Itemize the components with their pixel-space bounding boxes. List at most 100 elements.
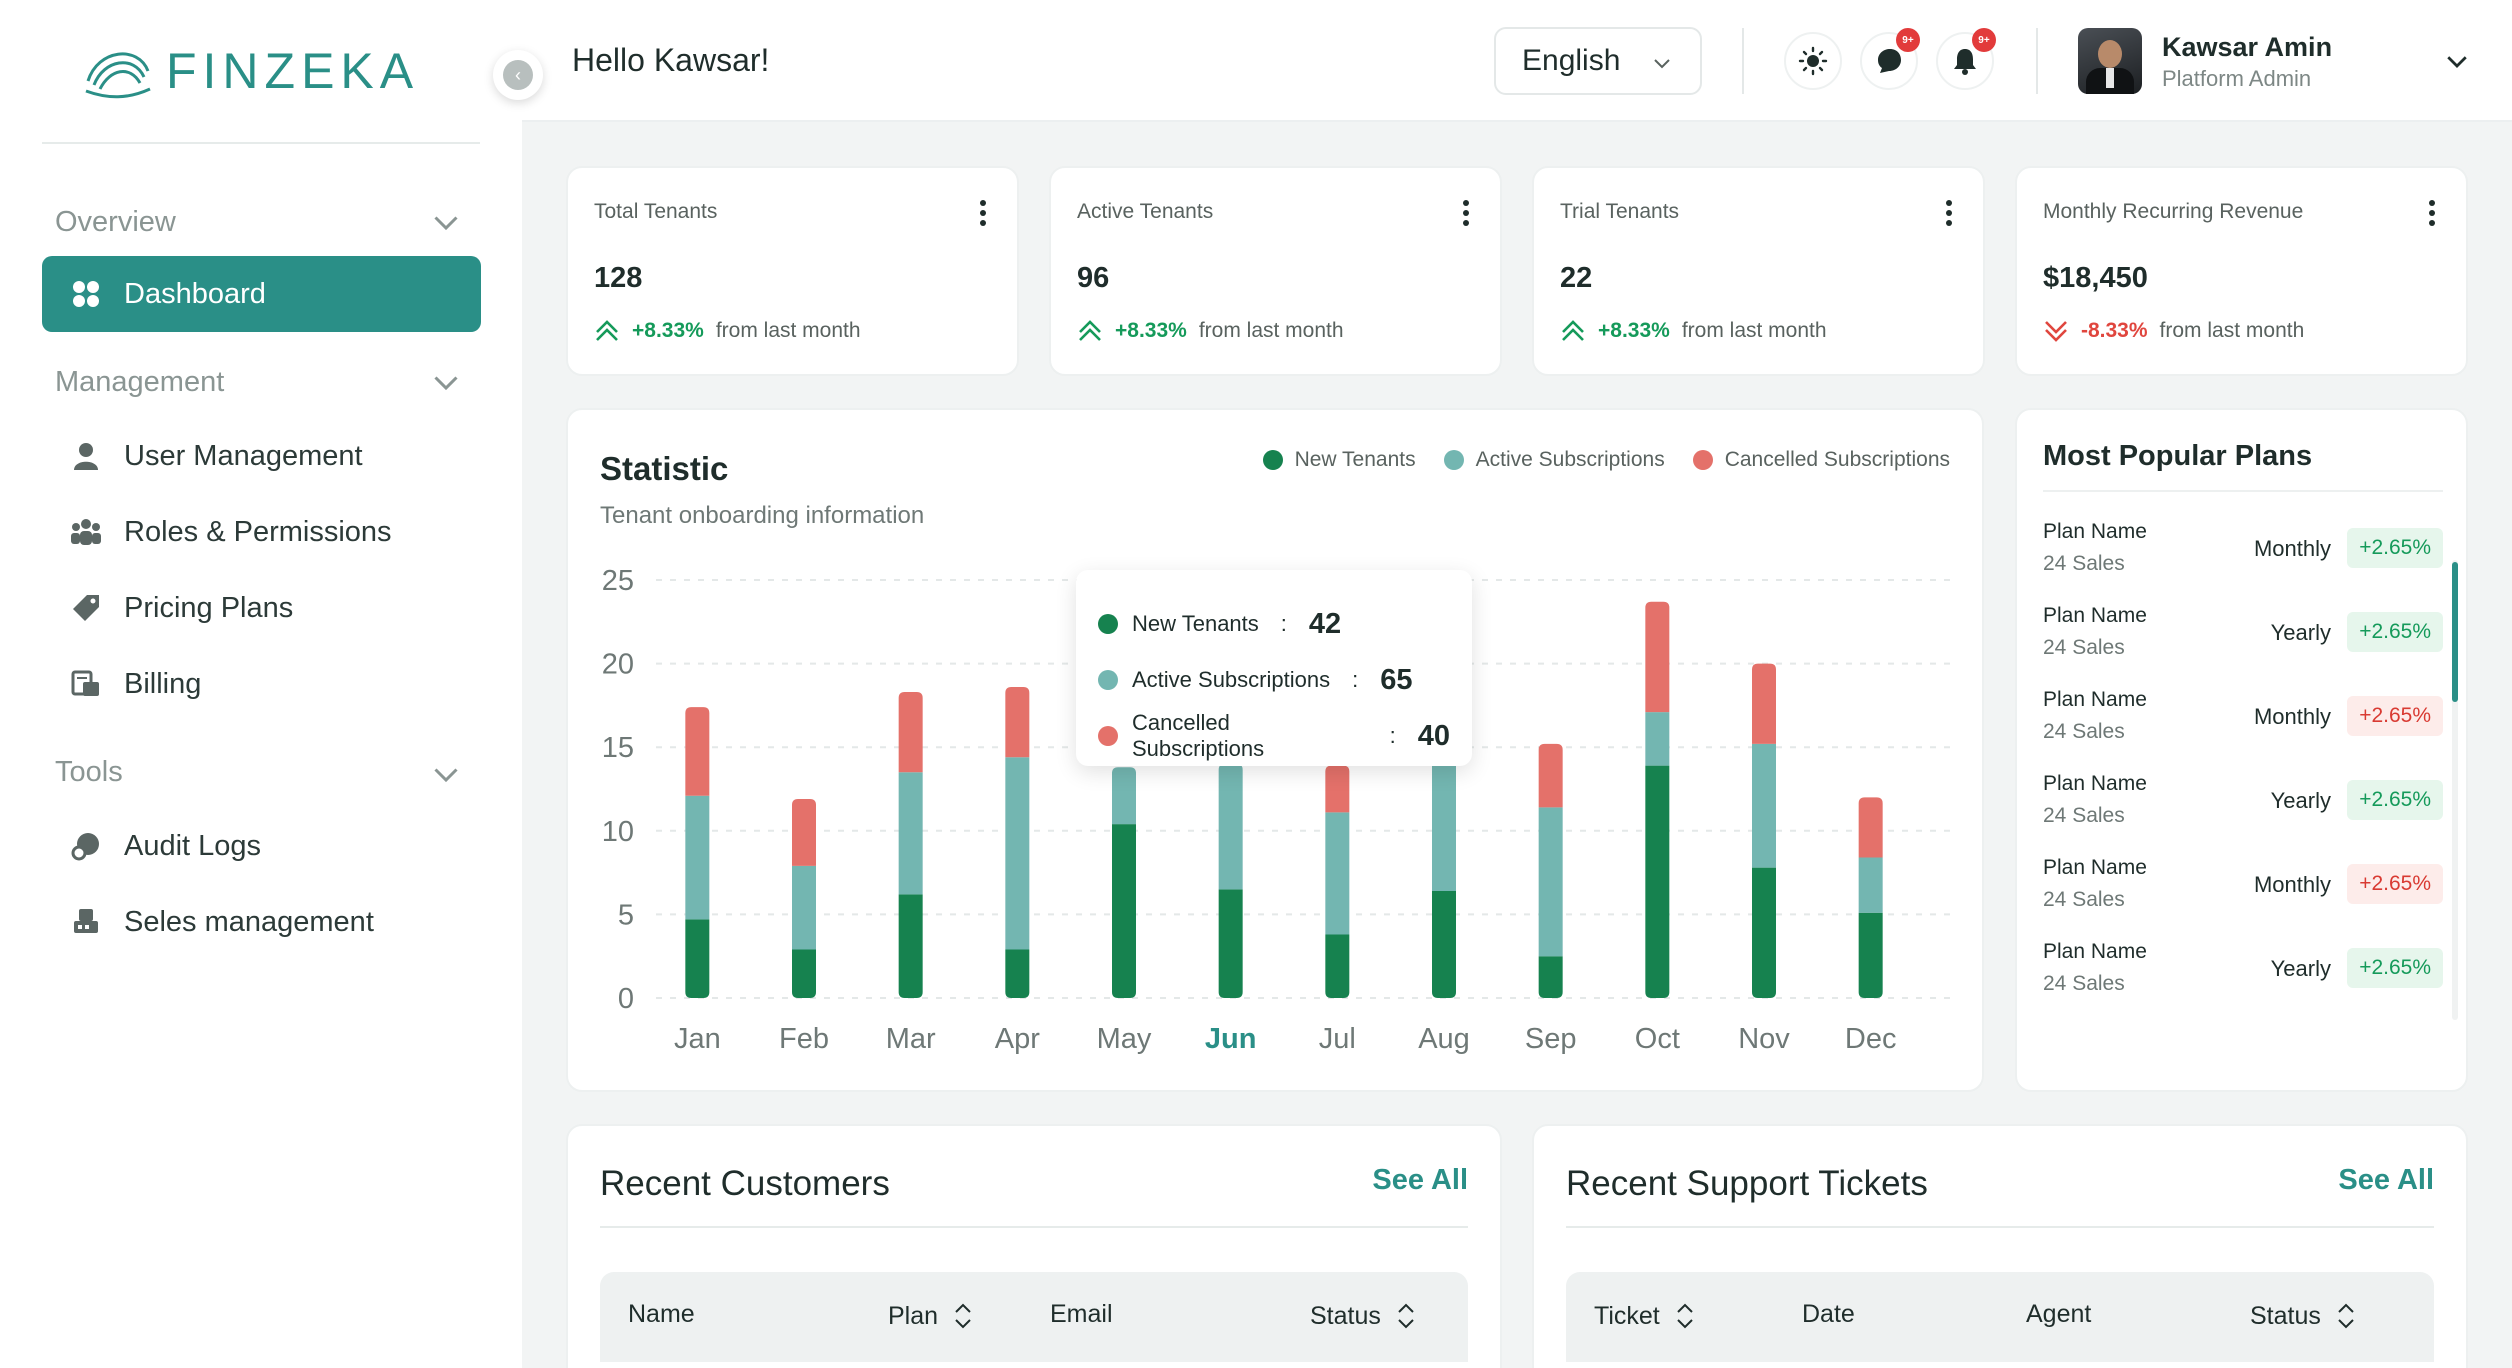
bar-segment[interactable] [1112, 767, 1136, 825]
bar-segment[interactable] [792, 949, 816, 998]
plan-row[interactable]: Plan Name 24 Sales Yearly +2.65% [2043, 772, 2443, 842]
section-divider [1566, 1226, 2434, 1228]
column-label: Agent [2026, 1300, 2092, 1328]
kpi-change-suffix: from last month [2159, 319, 2305, 342]
bar-segment[interactable] [1752, 663, 1776, 744]
legend-item[interactable]: Active Subscriptions [1443, 448, 1665, 472]
header-divider [1742, 28, 1744, 94]
see-all-customers-link[interactable]: See All [1372, 1164, 1468, 1196]
legend-swatch [1443, 450, 1464, 470]
bar-segment[interactable] [1218, 889, 1243, 998]
plan-row[interactable]: Plan Name 24 Sales Yearly +2.65% [2043, 604, 2443, 674]
scrollbar-thumb[interactable] [2452, 562, 2458, 702]
sidebar-item-user-management[interactable]: User Management [42, 418, 481, 494]
sidebar-item-pricing-plans[interactable]: Pricing Plans [42, 570, 481, 646]
plan-row[interactable]: Plan Name 24 Sales Monthly +2.65% [2043, 856, 2443, 926]
theme-toggle-button[interactable] [1784, 32, 1842, 90]
scrollbar-track[interactable] [2452, 560, 2458, 1020]
legend-item[interactable]: Cancelled Subscriptions [1692, 448, 1950, 472]
bar-segment[interactable] [1218, 763, 1243, 890]
bar-segment[interactable] [792, 799, 816, 866]
sidebar-item-sales-management[interactable]: Seles management [42, 884, 481, 960]
bar-segment[interactable] [1645, 601, 1670, 713]
plan-row[interactable]: Plan Name 24 Sales Yearly +2.65% [2043, 940, 2443, 1010]
bar-segment[interactable] [1858, 912, 1883, 998]
bar-segment[interactable] [685, 707, 710, 796]
bar-segment[interactable] [898, 692, 923, 773]
bar-segment[interactable] [1005, 687, 1030, 758]
bar-segment[interactable] [1005, 757, 1030, 950]
bar-segment[interactable] [898, 772, 923, 895]
notifications-button[interactable]: 9+ [1936, 28, 1996, 90]
bar-segment[interactable] [1325, 765, 1350, 813]
chevron-down-icon[interactable] [428, 756, 464, 792]
more-vertical-icon[interactable] [2428, 198, 2436, 228]
column-header-name[interactable]: Name [628, 1300, 695, 1329]
sidebar-item-label: Pricing Plans [124, 591, 294, 624]
bar-segment[interactable] [1538, 807, 1563, 957]
brand-logo[interactable]: FINZEKA [84, 36, 419, 106]
column-header-date[interactable]: Date [1802, 1300, 1855, 1329]
double-chevron-up-icon [1562, 320, 1584, 341]
bar-segment[interactable] [1645, 712, 1670, 766]
nav-section-tools[interactable]: Tools [55, 756, 123, 788]
column-header-status[interactable]: Status [1310, 1300, 1417, 1332]
column-header-ticket[interactable]: Ticket [1594, 1300, 1696, 1332]
column-header-email[interactable]: Email [1050, 1300, 1113, 1329]
tooltip-row: Active Subscriptions : 65 [1098, 652, 1450, 708]
legend-label: Cancelled Subscriptions [1724, 448, 1950, 471]
bar-segment[interactable] [1645, 765, 1670, 998]
bar-segment[interactable] [1538, 743, 1563, 808]
tooltip-value: 42 [1308, 607, 1342, 640]
plan-row[interactable]: Plan Name 24 Sales Monthly +2.65% [2043, 520, 2443, 590]
bar-segment[interactable] [1752, 867, 1776, 998]
sidebar-item-billing[interactable]: Billing [42, 646, 481, 722]
bar-segment[interactable] [1325, 934, 1350, 998]
kpi-trend: +8.33% from last month [1560, 318, 1827, 344]
plan-change-badge: +2.65% [2347, 612, 2443, 652]
chevron-down-icon[interactable] [2442, 46, 2472, 76]
avatar[interactable] [2078, 28, 2142, 94]
bar-segment[interactable] [1432, 730, 1456, 891]
x-tick-label: Aug [1418, 1023, 1470, 1055]
sidebar-item-dashboard[interactable]: Dashboard [42, 256, 481, 332]
bar-segment[interactable] [898, 894, 923, 998]
more-vertical-icon[interactable] [979, 198, 987, 228]
nav-section-management[interactable]: Management [55, 366, 225, 398]
bar-segment[interactable] [1005, 949, 1030, 998]
messages-button[interactable]: 9+ [1860, 28, 1920, 90]
language-select[interactable]: English [1494, 27, 1702, 95]
tooltip-row: Cancelled Subscriptions : 40 [1098, 708, 1450, 764]
bar-segment[interactable] [1538, 956, 1563, 998]
column-header-plan[interactable]: Plan [888, 1300, 974, 1332]
bar-segment[interactable] [1112, 824, 1136, 998]
tooltip-value: 40 [1417, 719, 1450, 752]
sidebar-item-audit-logs[interactable]: Audit Logs [42, 808, 481, 884]
bar-segment[interactable] [1752, 743, 1776, 868]
chevron-down-icon[interactable] [428, 364, 464, 400]
bar-segment[interactable] [792, 865, 816, 950]
chevron-down-icon [1654, 59, 1670, 69]
kpi-trend: +8.33% from last month [1077, 318, 1344, 344]
sidebar-item-roles-permissions[interactable]: Roles & Permissions [42, 494, 481, 570]
plan-row[interactable]: Plan Name 24 Sales Monthly +2.65% [2043, 688, 2443, 758]
column-label: Email [1050, 1300, 1113, 1328]
more-vertical-icon[interactable] [1462, 198, 1470, 228]
popular-plans-divider [2043, 490, 2443, 492]
bar-segment[interactable] [1325, 812, 1350, 935]
more-vertical-icon[interactable] [1945, 198, 1953, 228]
column-header-status[interactable]: Status [2250, 1300, 2357, 1332]
bar-segment[interactable] [1858, 797, 1883, 858]
recent-customers-title: Recent Customers [600, 1164, 890, 1203]
nav-section-overview[interactable]: Overview [55, 206, 176, 238]
chevron-down-icon[interactable] [428, 204, 464, 240]
sidebar-collapse-button[interactable]: ‹ [493, 50, 543, 100]
legend-item[interactable]: New Tenants [1262, 448, 1416, 472]
bar-segment[interactable] [685, 795, 710, 920]
bar-segment[interactable] [1858, 857, 1883, 913]
column-header-agent[interactable]: Agent [2026, 1300, 2091, 1329]
see-all-tickets-link[interactable]: See All [2338, 1164, 2434, 1196]
x-tick-label: Jun [1205, 1023, 1257, 1055]
bar-segment[interactable] [685, 919, 710, 998]
bar-segment[interactable] [1432, 890, 1456, 998]
